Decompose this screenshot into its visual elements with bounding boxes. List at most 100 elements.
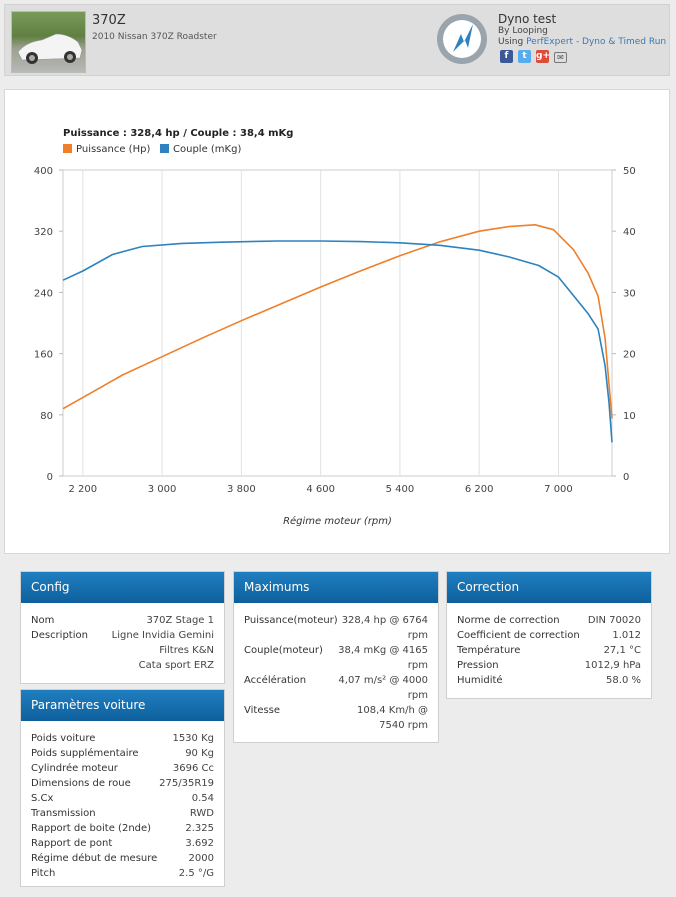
param-row: S.Cx 0.54 [31, 791, 214, 806]
x-tick-label: 5 400 [386, 484, 415, 495]
correction-label: Humidité [457, 675, 503, 686]
config-label: Nom [31, 615, 55, 626]
param-value: 2000 [188, 853, 214, 864]
correction-row: Coefficient de correction 1.012 [457, 628, 641, 643]
config-value: Ligne Invidia Gemini Filtres K&N Cata sp… [111, 630, 214, 671]
maximum-label: Accélération [244, 675, 307, 686]
maximum-row: Vitesse 108,4 Km/h @ 7540 rpm [244, 703, 428, 733]
maximum-label: Vitesse [244, 705, 281, 716]
correction-label: Température [457, 645, 521, 656]
dyno-chart: 2 200 3 000 3 800 4 600 5 400 6 200 7 000 0 80 16… [34, 128, 636, 527]
dyno-chart-panel: 2 200 3 000 3 800 4 600 5 400 6 200 7 000 0 80 16… [4, 89, 670, 554]
y-left-tick-label: 320 [34, 227, 53, 238]
car-subtitle: 2010 Nissan 370Z Roadster [92, 32, 217, 42]
param-value: 275/35R19 [159, 778, 214, 789]
param-row: Poids supplémentaire 90 Kg [31, 746, 214, 761]
maximum-value: 108,4 Km/h @ 7540 rpm [357, 705, 428, 731]
param-label: Dimensions de roue [31, 778, 131, 789]
legend-label: Puissance (Hp) [76, 144, 150, 155]
google-plus-icon[interactable]: g+ [536, 50, 550, 63]
correction-panel-title: Correction [447, 572, 651, 603]
correction-row: Température 27,1 °C [457, 643, 641, 658]
param-label: Rapport de pont [31, 838, 113, 849]
param-value: 90 Kg [185, 748, 214, 759]
x-tick-label: 3 000 [148, 484, 177, 495]
config-panel: Config Nom 370Z Stage 1 Description Ligne I… [20, 571, 225, 684]
car-thumbnail[interactable] [11, 11, 86, 73]
param-row: Rapport de boite (2nde) 2.325 [31, 821, 214, 836]
param-row: Transmission RWD [31, 806, 214, 821]
chart-title: Puissance : 328,4 hp / Couple : 38,4 mKg [63, 128, 293, 139]
x-tick-label: 7 000 [544, 484, 573, 495]
params-panel: Paramètres voiture Poids voiture 1530 Kg P… [20, 689, 225, 887]
param-value: 3.692 [185, 838, 214, 849]
couple-series-line [62, 240, 613, 443]
param-label: S.Cx [31, 793, 54, 804]
param-label: Poids supplémentaire [31, 748, 139, 759]
facebook-icon[interactable]: f [500, 50, 513, 63]
param-label: Cylindrée moteur [31, 763, 118, 774]
y-right-tick-label: 50 [623, 166, 636, 177]
legend-label: Couple (mKg) [173, 144, 241, 155]
correction-row: Humidité 58.0 % [457, 673, 641, 688]
param-row: Rapport de pont 3.692 [31, 836, 214, 851]
car-name: 370Z [92, 13, 126, 28]
using-prefix: Using [498, 37, 524, 47]
param-label: Régime début de mesure [31, 853, 158, 864]
param-row: Cylindrée moteur 3696 Cc [31, 761, 214, 776]
y-left-tick-label: 240 [34, 288, 53, 299]
param-label: Pitch [31, 868, 56, 879]
using-line: Using PerfExpert - Dyno & Timed Run [498, 37, 666, 47]
perfexpert-logo-icon [435, 12, 490, 67]
correction-value: DIN 70020 [587, 615, 641, 626]
param-value: 2.325 [185, 823, 214, 834]
param-value: 2.5 °/G [178, 868, 214, 879]
param-value: 1530 Kg [172, 733, 214, 744]
app-title: Dyno test [498, 12, 557, 26]
maximum-label: Puissance(moteur) [244, 615, 338, 626]
correction-value: 1012,9 hPa [584, 660, 641, 671]
x-tick-label: 4 600 [306, 484, 335, 495]
mail-icon[interactable]: ✉ [554, 52, 567, 63]
param-row: Poids voiture 1530 Kg [31, 731, 214, 746]
correction-value: 58.0 % [606, 675, 641, 686]
maximum-row: Puissance(moteur) 328,4 hp @ 6764 rpm [244, 613, 428, 643]
maximum-value: 328,4 hp @ 6764 rpm [341, 615, 428, 641]
config-label: Description [31, 630, 88, 641]
y-right-tick-label: 0 [623, 472, 629, 483]
correction-row: Pression 1012,9 hPa [457, 658, 641, 673]
maximum-row: Couple(moteur) 38,4 mKg @ 4165 rpm [244, 643, 428, 673]
config-row: Nom 370Z Stage 1 [31, 613, 214, 628]
legend-swatch [160, 144, 169, 153]
x-tick-label: 3 800 [227, 484, 256, 495]
params-panel-title: Paramètres voiture [21, 690, 224, 721]
param-row: Dimensions de roue 275/35R19 [31, 776, 214, 791]
y-right-tick-label: 40 [623, 227, 636, 238]
correction-row: Norme de correction DIN 70020 [457, 613, 641, 628]
correction-rows: Norme de correction DIN 70020 Coefficient … [447, 603, 651, 696]
x-tick-label: 6 200 [465, 484, 494, 495]
maximums-panel-title: Maximums [234, 572, 438, 603]
y-left-tick-label: 160 [34, 350, 53, 361]
twitter-icon[interactable]: t [518, 50, 531, 63]
config-rows: Nom 370Z Stage 1 Description Ligne Invidia … [21, 603, 224, 681]
maximum-value: 38,4 mKg @ 4165 rpm [338, 645, 428, 671]
correction-label: Coefficient de correction [457, 630, 580, 641]
y-left-tick-label: 400 [34, 166, 53, 177]
param-value: RWD [189, 808, 214, 819]
legend-swatch [63, 144, 72, 153]
param-label: Transmission [31, 808, 96, 819]
param-row: Régime début de mesure 2000 [31, 851, 214, 866]
param-label: Poids voiture [31, 733, 96, 744]
header-bar: 370Z 2010 Nissan 370Z Roadster Dyno test… [4, 4, 670, 76]
params-rows: Poids voiture 1530 Kg Poids supplémentaire… [21, 721, 224, 889]
param-row: Pitch 2.5 °/G [31, 866, 214, 881]
correction-value: 27,1 °C [603, 645, 641, 656]
y-right-tick-label: 10 [623, 411, 636, 422]
perfexpert-link[interactable]: PerfExpert - Dyno & Timed Run [526, 37, 667, 47]
x-tick-label: 2 200 [68, 484, 97, 495]
maximums-rows: Puissance(moteur) 328,4 hp @ 6764 rpm Coup… [234, 603, 438, 741]
correction-panel: Correction Norme de correction DIN 70020 C… [446, 571, 652, 699]
correction-value: 1.012 [612, 630, 641, 641]
y-right-tick-label: 30 [623, 288, 636, 299]
